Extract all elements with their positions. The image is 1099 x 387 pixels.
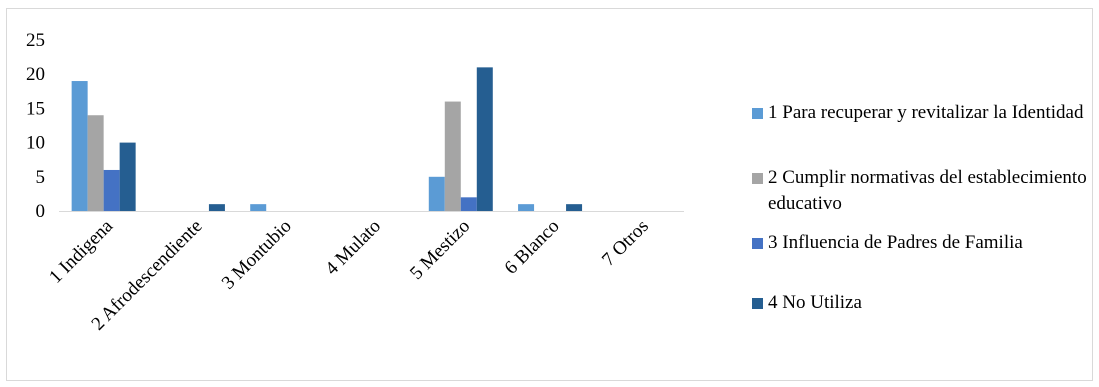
x-category-label: 5 Mestizo bbox=[406, 216, 474, 284]
bar bbox=[566, 204, 583, 211]
y-tick-label: 10 bbox=[26, 133, 45, 154]
bar bbox=[460, 197, 477, 211]
y-tick-label: 0 bbox=[36, 201, 46, 222]
y-tick-label: 25 bbox=[26, 30, 45, 51]
legend-swatch bbox=[752, 108, 763, 119]
y-tick-label: 5 bbox=[36, 167, 46, 188]
chart-frame: 0 5 10 15 20 25 1 Indigena 2 Afrodescendiente 3 … bbox=[6, 8, 1093, 381]
x-category-label: 7 Otros bbox=[598, 216, 653, 271]
bar bbox=[103, 169, 120, 211]
y-tick-label: 20 bbox=[26, 64, 45, 85]
bar bbox=[71, 81, 88, 211]
bar bbox=[476, 67, 493, 211]
legend-swatch bbox=[752, 173, 763, 184]
x-category-label: 4 Mulato bbox=[321, 216, 385, 280]
bar bbox=[428, 176, 445, 211]
bar bbox=[518, 204, 535, 211]
bar bbox=[250, 204, 267, 211]
bar bbox=[208, 204, 225, 211]
legend-label: 3 Influencia de Padres de Familia bbox=[768, 232, 1023, 253]
legend-label: 1 Para recuperar y revitalizar la Identi… bbox=[768, 102, 1084, 123]
legend-swatch bbox=[752, 238, 763, 249]
legend-label: 2 Cumplir normativas del establecimiento… bbox=[768, 167, 1087, 214]
legend-swatch bbox=[752, 298, 763, 309]
legend-label: 4 No Utiliza bbox=[768, 292, 862, 313]
bar bbox=[444, 101, 461, 211]
bar bbox=[119, 142, 136, 211]
legend-item: 3 Influencia de Padres de Familia bbox=[752, 230, 1088, 256]
y-tick-label: 15 bbox=[26, 98, 45, 119]
x-category-label: 6 Blanco bbox=[501, 216, 564, 279]
legend-item: 4 No Utiliza bbox=[752, 290, 1088, 316]
x-category-label: 1 Indigena bbox=[45, 215, 117, 287]
x-category-label: 3 Montubio bbox=[218, 216, 296, 294]
legend-item: 1 Para recuperar y revitalizar la Identi… bbox=[752, 100, 1088, 126]
legend-item: 2 Cumplir normativas del establecimiento… bbox=[752, 165, 1088, 217]
bar bbox=[87, 115, 104, 211]
